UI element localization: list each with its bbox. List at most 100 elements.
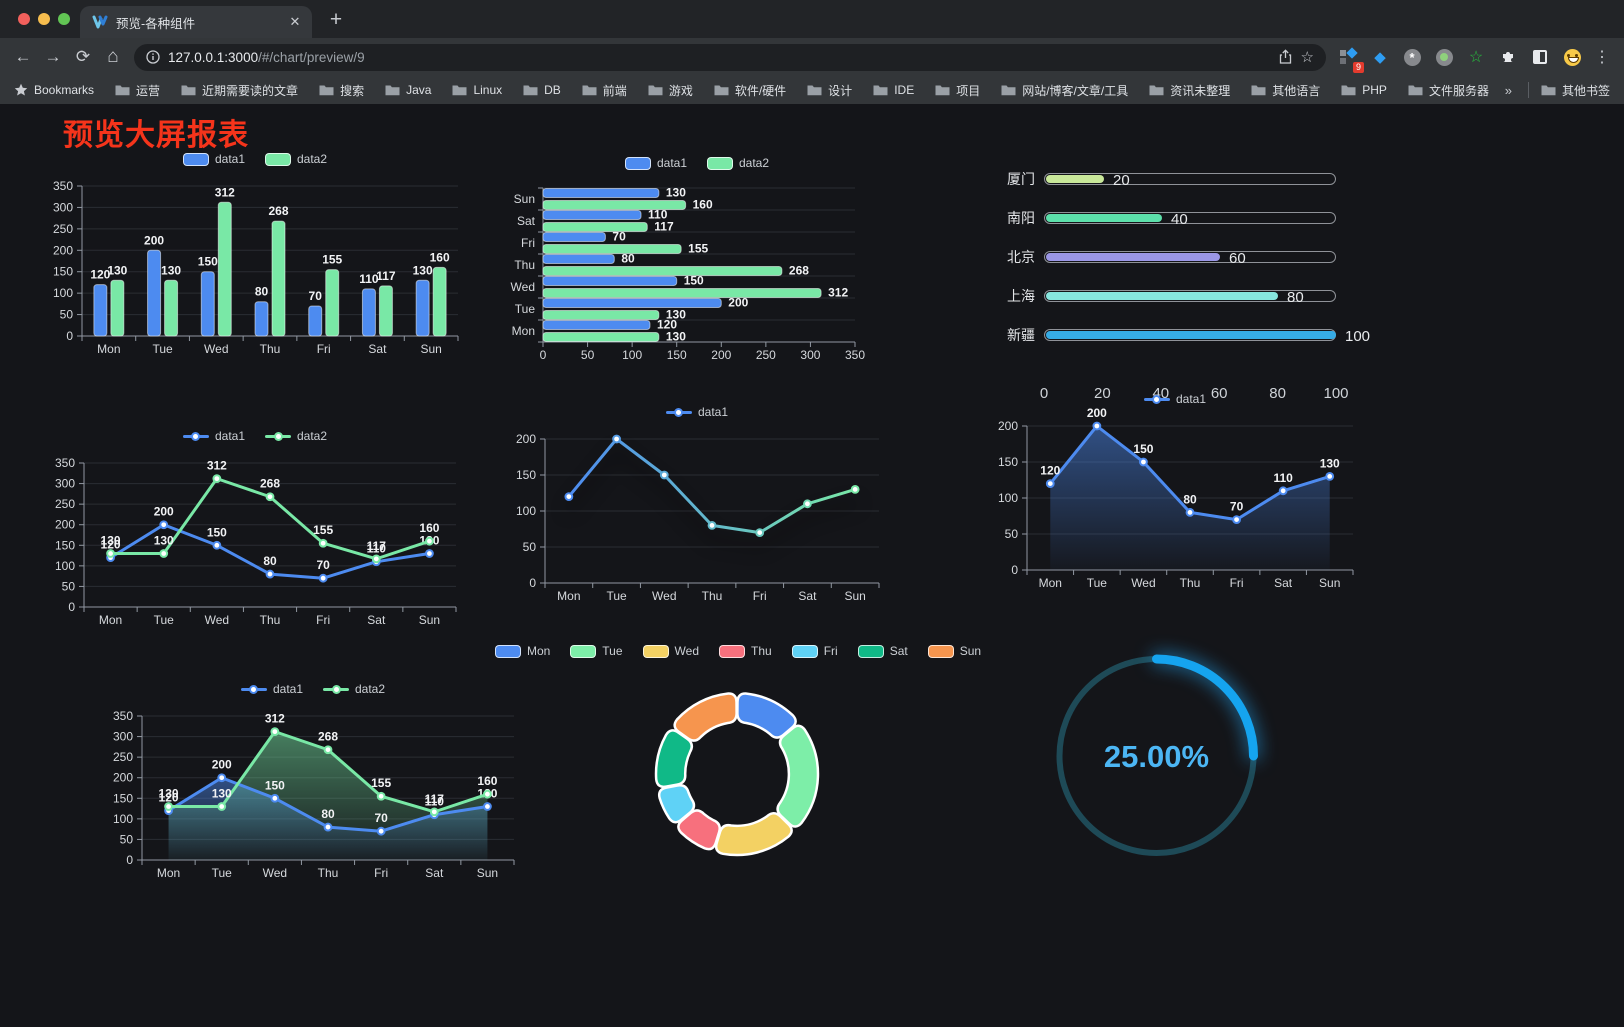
maximize-window-button[interactable] — [58, 13, 70, 25]
legend-item-data2[interactable]: data2 — [265, 429, 327, 443]
bookmark-item-4[interactable]: Linux — [452, 83, 502, 97]
url-bar[interactable]: 127.0.0.1:3000/#/chart/preview/9 ☆ — [134, 43, 1326, 71]
bookmark-item-9[interactable]: 设计 — [807, 82, 852, 99]
pie-segment-Thu[interactable] — [677, 809, 721, 851]
data-point — [265, 492, 275, 502]
svg-text:Sun: Sun — [844, 589, 865, 603]
svg-text:110: 110 — [648, 208, 668, 222]
extension-star-icon[interactable]: ☆ — [1468, 49, 1484, 66]
svg-text:350: 350 — [845, 348, 865, 362]
bookmarks-root[interactable]: Bookmarks — [14, 83, 94, 97]
legend-item-data1[interactable]: data1 — [182, 152, 245, 166]
bookmark-item-2[interactable]: 搜索 — [319, 82, 364, 99]
svg-text:155: 155 — [313, 523, 333, 537]
pie-segment-Sun[interactable] — [673, 692, 738, 742]
data-point — [159, 520, 169, 530]
bookmark-item-12[interactable]: 网站/博客/文章/工具 — [1001, 82, 1128, 99]
bookmark-item-10[interactable]: IDE — [873, 83, 914, 97]
new-tab-button[interactable]: + — [329, 8, 343, 31]
site-info-icon[interactable] — [146, 50, 160, 64]
svg-text:Mon: Mon — [557, 589, 580, 603]
bookmark-item-15[interactable]: PHP — [1341, 83, 1387, 97]
folder-icon — [1251, 85, 1266, 96]
pie-segment-Fri[interactable] — [657, 783, 696, 824]
legend-item-Tue[interactable]: Tue — [570, 644, 623, 658]
extension-grid-icon[interactable]: 9 — [1335, 44, 1364, 73]
svg-text:70: 70 — [316, 558, 330, 572]
data-point — [755, 528, 765, 537]
legend-item-Thu[interactable]: Thu — [719, 644, 772, 658]
legend-item-Mon[interactable]: Mon — [494, 644, 550, 658]
svg-text:Fri: Fri — [753, 589, 767, 603]
extension-snowflake-icon[interactable]: * — [1399, 44, 1425, 70]
legend-item-data2[interactable]: data2 — [265, 152, 327, 166]
legend-item-data2[interactable]: data2 — [323, 682, 385, 696]
bookmark-item-0[interactable]: 运营 — [115, 82, 160, 99]
browser-menu-icon[interactable]: ⋮ — [1594, 49, 1610, 66]
back-icon[interactable]: ← — [14, 47, 32, 66]
svg-text:117: 117 — [654, 220, 674, 234]
bookmark-item-1[interactable]: 近期需要读的文章 — [181, 82, 298, 99]
chart-dual-line: data1 data2 0 50 100 150 200 250 300 350 Mon Tue Wed… — [42, 425, 468, 637]
svg-text:Sun: Sun — [419, 613, 440, 627]
bookmark-item-13[interactable]: 资讯未整理 — [1149, 82, 1230, 99]
other-bookmarks[interactable]: 其他书签 — [1541, 82, 1610, 99]
bookmark-item-8[interactable]: 软件/硬件 — [714, 82, 786, 99]
profile-avatar-icon[interactable] — [1559, 44, 1585, 70]
bookmarks-overflow-chevron[interactable]: » — [1504, 82, 1512, 98]
share-icon[interactable] — [1278, 49, 1293, 65]
close-window-button[interactable] — [18, 13, 30, 25]
line-chart-canvas: 0 50 100 150 200 Mon Tue Wed Thu Fri Sat Sun — [516, 432, 880, 603]
legend-item-data1[interactable]: data1 — [240, 682, 303, 696]
legend-item-data1[interactable]: data1 — [665, 405, 728, 419]
legend-item-data2[interactable]: data2 — [707, 156, 769, 170]
legend-item-Fri[interactable]: Fri — [791, 644, 838, 658]
bookmark-star-icon[interactable]: ☆ — [1300, 49, 1314, 66]
legend-item-data1[interactable]: data1 — [182, 429, 245, 443]
svg-text:Fri: Fri — [521, 236, 535, 250]
svg-text:Mon: Mon — [512, 324, 535, 338]
sidebar-icon[interactable] — [1527, 44, 1553, 70]
home-icon[interactable]: ⌂ — [107, 46, 119, 67]
svg-text:Sun: Sun — [477, 866, 498, 880]
svg-text:Fri: Fri — [317, 342, 331, 356]
bookmark-item-16[interactable]: 文件服务器 — [1408, 82, 1489, 99]
data-point — [425, 536, 434, 546]
data-point — [429, 807, 439, 817]
bookmark-item-5[interactable]: DB — [523, 83, 561, 97]
tab-close-icon[interactable]: ✕ — [289, 14, 301, 29]
bookmark-item-7[interactable]: 游戏 — [648, 82, 693, 99]
browser-tab[interactable]: 预览-各种组件 ✕ — [80, 6, 312, 38]
pie-segment-Mon[interactable] — [736, 692, 797, 739]
bookmark-item-11[interactable]: 项目 — [935, 82, 980, 99]
bookmark-item-6[interactable]: 前端 — [582, 82, 627, 99]
legend-item-Sat[interactable]: Sat — [857, 644, 908, 658]
extension-greendot-icon[interactable] — [1431, 44, 1457, 70]
folder-icon — [523, 85, 538, 96]
svg-text:0: 0 — [540, 348, 547, 362]
chart-gradient-line: data1 0 50 100 150 200 Mon Tue Wed Thu Fri Sat Sun — [503, 401, 891, 613]
gauge-value-text: 25.00% — [1104, 739, 1209, 774]
legend-item-data1[interactable]: data1 — [1143, 392, 1206, 406]
pie-segment-Wed[interactable] — [714, 812, 793, 857]
data-point — [376, 826, 386, 836]
svg-text:80: 80 — [621, 252, 635, 266]
bookmark-item-3[interactable]: Java — [385, 83, 431, 97]
minimize-window-button[interactable] — [38, 13, 50, 25]
svg-text:70: 70 — [374, 811, 388, 825]
legend-item-data1[interactable]: data1 — [624, 156, 687, 170]
forward-icon[interactable]: → — [44, 47, 62, 66]
legend-item-Sun[interactable]: Sun — [927, 644, 981, 658]
legend-item-Wed[interactable]: Wed — [642, 644, 699, 658]
extensions-puzzle-icon[interactable] — [1495, 44, 1521, 70]
pie-segment-Sat[interactable] — [654, 729, 694, 789]
extension-badge: 9 — [1352, 62, 1364, 73]
reload-icon[interactable]: ⟳ — [75, 47, 91, 66]
svg-text:Thu: Thu — [318, 866, 339, 880]
pie-segment-Tue[interactable] — [776, 724, 820, 828]
tab-title: 预览-各种组件 — [116, 16, 196, 31]
extension-gem-icon[interactable]: ◆ — [1374, 49, 1386, 66]
data-point — [212, 540, 222, 550]
bookmark-item-14[interactable]: 其他语言 — [1251, 82, 1320, 99]
folder-icon — [181, 85, 196, 96]
